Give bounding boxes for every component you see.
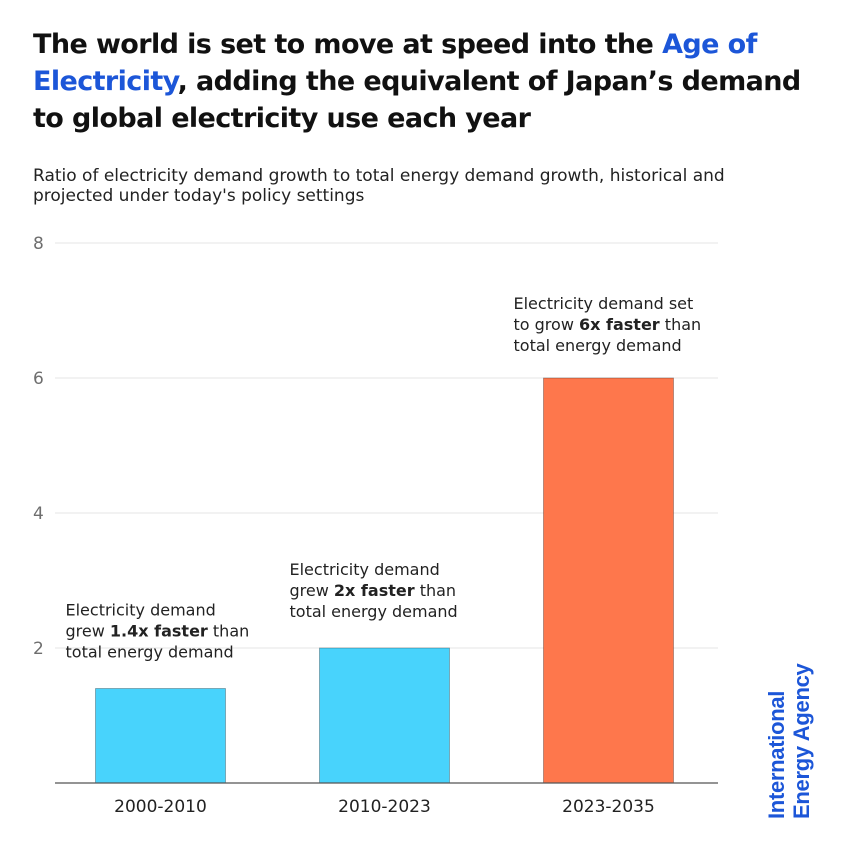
annotation-line: total energy demand bbox=[290, 602, 458, 621]
annotation-line: Electricity demand bbox=[290, 560, 440, 579]
x-tick-label: 2000-2010 bbox=[114, 797, 207, 817]
logo-line-2: Energy Agency bbox=[789, 662, 814, 819]
annotation-line: to grow 6x faster than bbox=[514, 315, 702, 334]
y-tick-label: 6 bbox=[33, 369, 44, 389]
chart-subtitle: Ratio of electricity demand growth to to… bbox=[33, 166, 725, 206]
data-annotation: Electricity demand set to grow 6x faster … bbox=[514, 294, 702, 355]
annotation-line: Electricity demand set bbox=[514, 294, 694, 313]
title-line-1: The world is set to move at speed into t… bbox=[33, 29, 654, 60]
annotation-line: total energy demand bbox=[66, 643, 234, 662]
annotation-line: grew 1.4x faster than bbox=[66, 622, 250, 641]
x-axis: 2000-2010 2010-2023 2023-2035 bbox=[55, 782, 718, 817]
chart-title: The world is set to move at speed into t… bbox=[33, 26, 823, 137]
bar bbox=[543, 377, 674, 784]
data-annotation: Electricity demand grew 2x faster than tot… bbox=[290, 560, 458, 621]
iea-logo: International Energy Agency bbox=[764, 662, 814, 819]
x-tick-label: 2010-2023 bbox=[338, 797, 431, 817]
data-annotation: Electricity demand grew 1.4x faster than t… bbox=[66, 601, 250, 662]
title-rest: , adding the equivalent of Japan’s deman… bbox=[33, 66, 801, 134]
bars bbox=[95, 377, 674, 784]
y-tick-label: 2 bbox=[33, 639, 44, 659]
y-tick-label: 4 bbox=[33, 504, 44, 524]
x-tick-label: 2023-2035 bbox=[562, 797, 655, 817]
bar bbox=[319, 647, 450, 784]
annotation-line: Electricity demand bbox=[66, 601, 216, 620]
logo-line-1: International bbox=[764, 691, 789, 819]
bar bbox=[95, 688, 226, 784]
title-highlight: Age of Electricity bbox=[33, 29, 757, 97]
y-tick-label: 8 bbox=[33, 234, 44, 254]
annotation-line: total energy demand bbox=[514, 336, 682, 355]
annotations: Electricity demand grew 1.4x faster than t… bbox=[66, 294, 702, 662]
annotation-line: grew 2x faster than bbox=[290, 581, 457, 600]
